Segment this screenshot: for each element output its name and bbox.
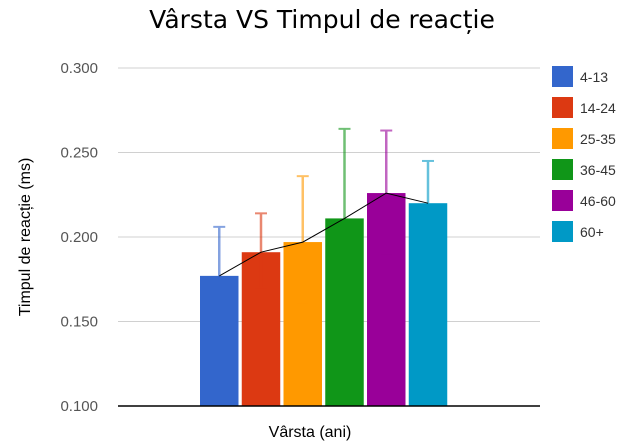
legend-swatch: [552, 190, 573, 211]
legend-item: 60+: [552, 221, 604, 242]
y-axis-label: Timpul de reacție (ms): [17, 158, 34, 317]
error-bar: [338, 127, 351, 308]
bars: [200, 193, 448, 406]
legend-label: 4-13: [580, 69, 608, 85]
legend-item: 4-13: [552, 66, 608, 87]
legend-label: 60+: [580, 224, 604, 240]
y-axis-ticks: 0.100 0.150 0.200 0.250 0.300: [60, 60, 98, 415]
legend-label: 46-60: [580, 193, 616, 209]
y-tick-label: 0.200: [60, 229, 98, 246]
legend: 4-13 14-24 25-35 36-45 46-60 60+: [552, 66, 616, 242]
legend-swatch: [552, 221, 573, 242]
legend-item: 25-35: [552, 128, 616, 149]
error-bar: [422, 159, 434, 240]
trend-line: [219, 192, 429, 277]
x-axis-label: Vârsta (ani): [269, 424, 352, 441]
y-tick-label: 0.300: [60, 60, 98, 77]
legend-swatch: [552, 97, 573, 118]
legend-label: 25-35: [580, 131, 616, 147]
legend-swatch: [552, 159, 573, 180]
error-bar: [380, 129, 393, 255]
legend-label: 14-24: [580, 100, 616, 116]
legend-label: 36-45: [580, 162, 616, 178]
error-bar: [213, 225, 226, 323]
y-tick-label: 0.150: [60, 314, 98, 331]
legend-swatch: [552, 128, 573, 149]
legend-item: 36-45: [552, 159, 616, 180]
chart-title: Vârsta VS Timpul de reacție: [149, 5, 495, 34]
y-tick-label: 0.250: [60, 145, 98, 162]
legend-item: 14-24: [552, 97, 616, 118]
y-tick-label: 0.100: [60, 398, 98, 415]
error-bars: [213, 127, 434, 323]
error-bar: [255, 212, 267, 289]
legend-swatch: [552, 66, 573, 87]
error-bar: [296, 175, 309, 306]
legend-item: 46-60: [552, 190, 616, 211]
